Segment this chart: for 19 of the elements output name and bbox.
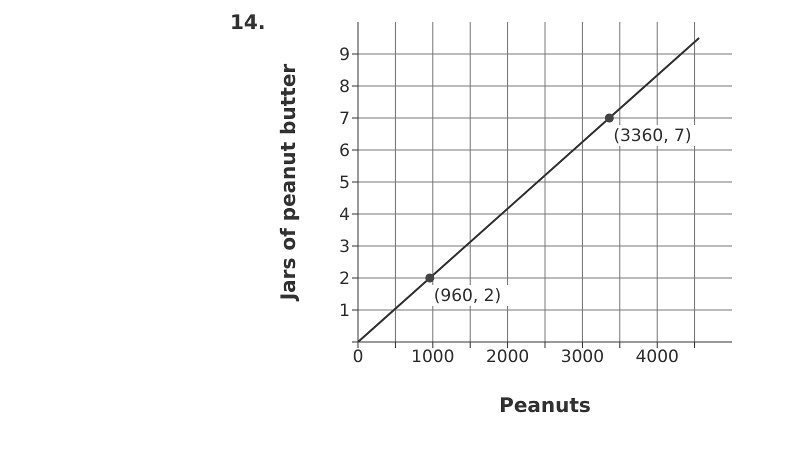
y-tick-label: 7	[339, 109, 350, 130]
x-axis-title: Peanuts	[499, 393, 591, 417]
y-tick-label: 4	[339, 205, 350, 226]
x-tick-label: 4000	[636, 347, 679, 368]
y-tick-label: 5	[339, 173, 350, 194]
annotation: (960, 2)	[434, 286, 502, 306]
x-tick-label: 2000	[486, 347, 530, 368]
y-tick-label: 3	[339, 237, 350, 258]
y-tick-label: 6	[339, 141, 350, 162]
y-tick-label: 8	[339, 77, 350, 98]
y-tick-label: 9	[339, 45, 350, 66]
chart-title: 14.	[230, 10, 266, 34]
x-tick-label: 3000	[560, 347, 604, 368]
y-tick-label: 2	[339, 269, 350, 290]
x-tick-label: 1000	[411, 347, 454, 368]
y-tick-label: 1	[339, 301, 350, 322]
y-axis-title: Jars of peanut butter	[276, 64, 300, 302]
annotation: (3360, 7)	[613, 126, 692, 146]
x-tick-label: 0	[352, 347, 364, 368]
